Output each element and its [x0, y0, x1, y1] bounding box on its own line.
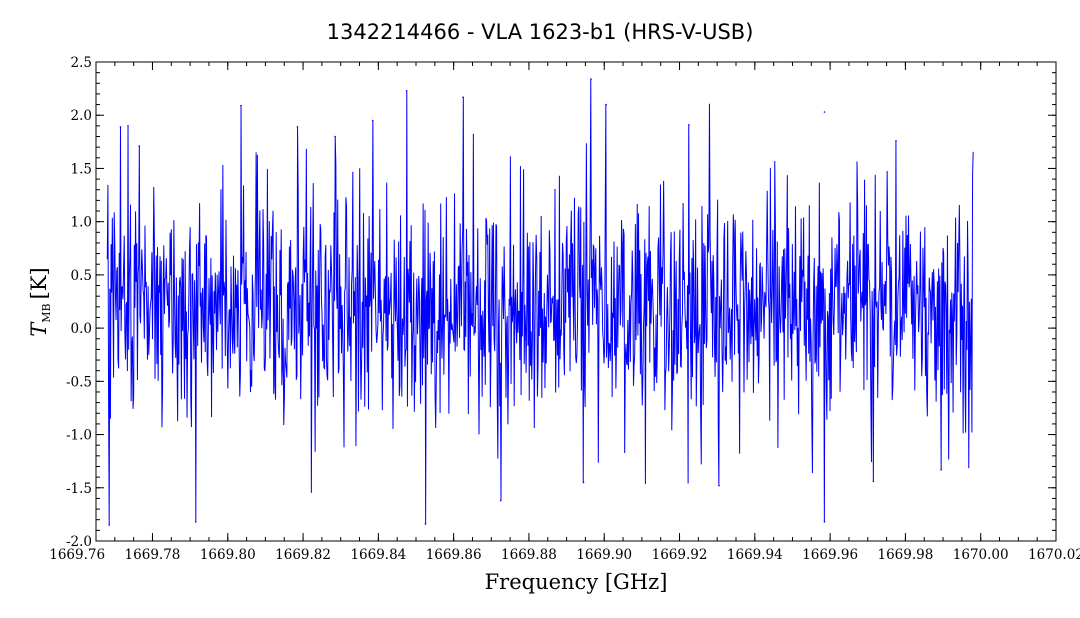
data-point	[240, 104, 242, 107]
y-tick-label: 0.0	[71, 321, 92, 337]
chart-title: 1342214466 - VLA 1623-b1 (HRS-V-USB)	[327, 20, 754, 44]
data-point	[582, 481, 585, 484]
series-line	[106, 79, 974, 526]
x-tick-label: 1669.94	[727, 547, 783, 563]
data-point	[405, 89, 408, 92]
y-axis-label-main: T	[27, 321, 51, 337]
x-tick-label: 1669.98	[877, 547, 933, 563]
y-axis-label-sub: MB	[40, 303, 53, 322]
x-tick-label: 1669.86	[426, 547, 482, 563]
x-tick-label: 1669.82	[275, 547, 331, 563]
y-tick-label: 2.5	[71, 55, 92, 71]
y-tick-label: 2.0	[71, 108, 92, 124]
data-point	[296, 126, 299, 128]
x-tick-label: 1669.88	[501, 547, 557, 563]
notable-points	[108, 78, 942, 526]
data-point	[127, 125, 129, 127]
data-point	[499, 499, 502, 502]
y-axis-label-unit: [K]	[27, 267, 51, 299]
data-point	[688, 124, 690, 126]
y-tick-label: -1.5	[66, 481, 92, 497]
x-tick-label: 1669.76	[49, 547, 105, 563]
x-axis-label: Frequency [GHz]	[485, 570, 668, 594]
data-point	[424, 523, 427, 525]
y-tick-label: 1.0	[71, 215, 92, 231]
data-point	[823, 111, 826, 113]
y-tick-label: -2.0	[66, 534, 92, 550]
y-tick-label: 1.5	[71, 161, 92, 177]
data-point	[605, 103, 607, 106]
data-point	[872, 480, 875, 483]
x-tick-label: 1669.84	[350, 547, 406, 563]
y-axis-label: TMB [K]	[27, 267, 53, 336]
y-tick-label: 0.5	[71, 268, 92, 284]
x-axis: 1669.76 1669.78 1669.80 1669.82 1669.84 1669.…	[49, 62, 1080, 563]
data-point	[823, 521, 826, 523]
y-axis: -2.0 -1.5 -1.0 -0.5 0.0 0.5 1.0 1.5 2.0 2.5	[66, 55, 1056, 550]
plot-frame	[95, 61, 1057, 542]
data-point	[138, 145, 141, 147]
x-tick-label: 1669.96	[802, 547, 858, 563]
data-point	[718, 484, 720, 487]
x-tick-label: 1669.90	[576, 547, 632, 563]
data-point	[334, 135, 336, 138]
y-tick-label: -1.0	[66, 428, 92, 444]
data-point	[119, 126, 122, 128]
data-point	[940, 468, 942, 471]
data-point	[462, 96, 464, 98]
data-point	[895, 139, 897, 142]
data-point	[590, 78, 592, 80]
x-tick-label: 1669.92	[652, 547, 708, 563]
y-tick-label: -0.5	[66, 374, 92, 390]
x-tick-label: 1669.78	[125, 547, 181, 563]
data-point	[194, 521, 197, 523]
data-point	[371, 119, 374, 122]
x-tick-label: 1670.02	[1028, 547, 1080, 563]
data-point	[108, 524, 110, 526]
x-tick-label: 1670.00	[953, 547, 1009, 563]
x-tick-label: 1669.80	[200, 547, 256, 563]
